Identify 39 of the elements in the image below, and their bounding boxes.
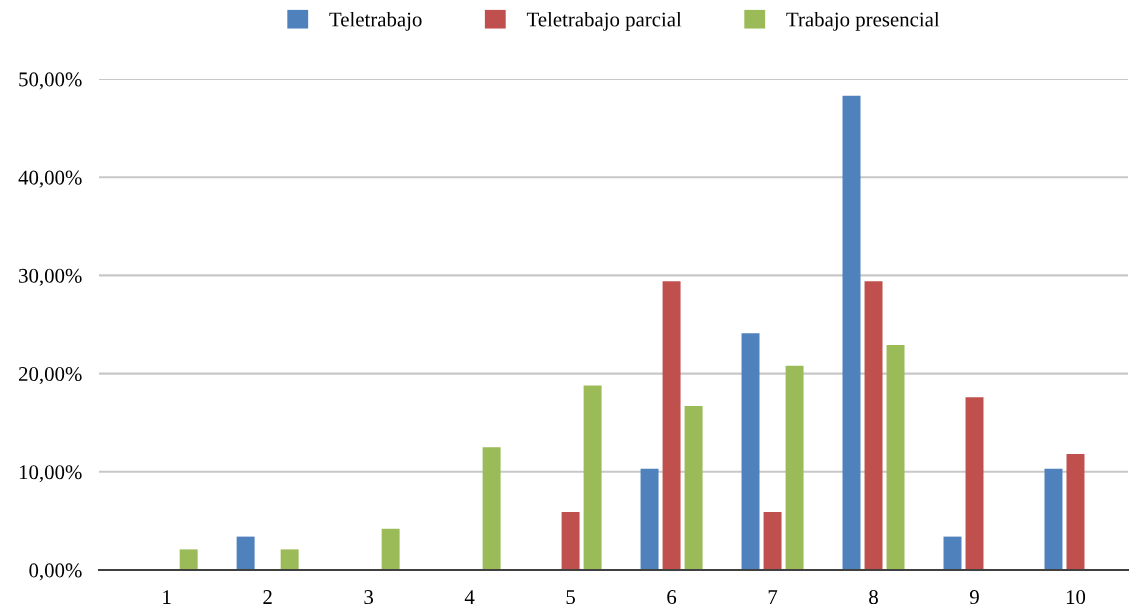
- bar: [381, 528, 400, 570]
- x-tick-label: 6: [667, 590, 677, 605]
- y-tick-label: 50,00%: [19, 72, 82, 90]
- bar: [842, 95, 861, 570]
- bar: [886, 345, 905, 570]
- bar: [236, 536, 255, 570]
- legend-label: Teletrabajo: [329, 11, 422, 31]
- y-tick-label: 20,00%: [19, 366, 82, 385]
- x-tick-label: 10: [1066, 590, 1086, 605]
- x-tick-label: 4: [464, 590, 475, 604]
- bar: [763, 512, 782, 570]
- bar: [965, 397, 984, 570]
- y-tick-label: 40,00%: [18, 170, 82, 188]
- bar: [561, 512, 580, 570]
- y-tick-label: 10,00%: [19, 465, 82, 483]
- bar: [482, 447, 501, 570]
- x-tick-label: 9: [969, 590, 979, 605]
- bar: [864, 281, 883, 570]
- bar: [662, 281, 681, 570]
- x-tick-label: 2: [263, 590, 272, 604]
- bar: [684, 406, 703, 570]
- bar: [583, 385, 602, 570]
- bar: [741, 333, 760, 570]
- bar: [785, 365, 804, 570]
- x-tick-label: 7: [768, 590, 778, 604]
- bar: [179, 549, 198, 570]
- x-tick-label: 3: [364, 590, 374, 605]
- legend-label: Teletrabajo parcial: [526, 11, 682, 31]
- bar: [280, 549, 299, 570]
- bar: [943, 536, 962, 570]
- bar: [1044, 468, 1063, 570]
- x-tick-label: 8: [869, 590, 878, 605]
- x-tick-label: 5: [566, 590, 575, 605]
- y-tick-label: 30,00%: [19, 268, 82, 286]
- legend-label: Trabajo presencial: [786, 11, 940, 31]
- y-tick-label: 0,00%: [29, 563, 82, 581]
- bar: [1066, 454, 1085, 570]
- x-tick-label: 1: [163, 590, 171, 604]
- bar: [640, 468, 659, 570]
